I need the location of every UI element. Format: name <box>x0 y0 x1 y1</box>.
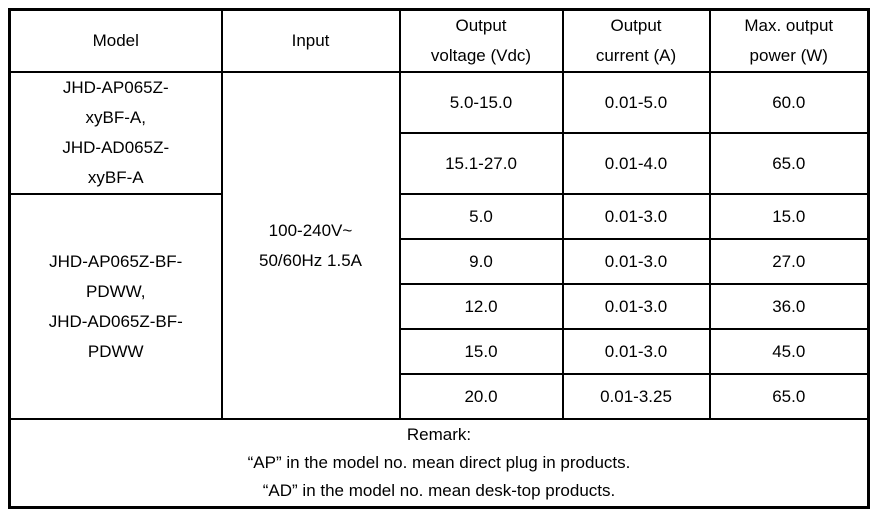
current-cell: 0.01-4.0 <box>561 132 711 195</box>
table-row: 20.0 0.01-3.25 65.0 <box>10 373 870 420</box>
power-cell: 65.0 <box>708 132 870 195</box>
voltage-cell: 5.0-15.0 <box>398 71 564 134</box>
power-cell: 65.0 <box>708 373 870 420</box>
model-cell-group2: JHD-AP065Z-BF- PDWW, JHD-AD065Z-BF- PDWW <box>8 193 223 420</box>
power-cell: 36.0 <box>708 283 870 330</box>
remark-line-ad: “AD” in the model no. mean desk-top prod… <box>262 480 616 500</box>
table-row: 12.0 0.01-3.0 36.0 <box>10 283 870 330</box>
remark-row: Remark: “AP” in the model no. mean direc… <box>8 418 870 508</box>
table-row: 15.0 0.01-3.0 45.0 <box>10 328 870 375</box>
voltage-cell: 15.0 <box>398 328 564 375</box>
table-row: 9.0 0.01-3.0 27.0 <box>10 238 870 285</box>
current-cell: 0.01-3.0 <box>561 193 711 240</box>
input-cell: 100-240V~ 50/60Hz 1.5A <box>220 71 401 420</box>
power-cell: 45.0 <box>708 328 870 375</box>
remark-line-ap: “AP” in the model no. mean direct plug i… <box>247 452 631 472</box>
voltage-cell: 20.0 <box>398 373 564 420</box>
voltage-cell: 5.0 <box>398 193 564 240</box>
header-input: Input <box>220 8 401 73</box>
current-cell: 0.01-3.0 <box>561 238 711 285</box>
remark-cell: Remark: “AP” in the model no. mean direc… <box>8 418 870 508</box>
model-cell-group1: JHD-AP065Z- xyBF-A, JHD-AD065Z- xyBF-A <box>8 71 223 195</box>
header-output-voltage: Output voltage (Vdc) <box>398 8 564 73</box>
header-output-current: Output current (A) <box>561 8 711 73</box>
current-cell: 0.01-3.25 <box>561 373 711 420</box>
header-model: Model <box>8 8 223 73</box>
voltage-cell: 9.0 <box>398 238 564 285</box>
voltage-cell: 12.0 <box>398 283 564 330</box>
table-row: JHD-AP065Z-BF- PDWW, JHD-AD065Z-BF- PDWW… <box>8 193 870 420</box>
power-spec-table: Model Input Output voltage (Vdc) Output … <box>8 8 870 509</box>
header-row: Model Input Output voltage (Vdc) Output … <box>8 8 870 73</box>
table-row: JHD-AP065Z- xyBF-A, JHD-AD065Z- xyBF-A 1… <box>8 71 870 420</box>
current-cell: 0.01-5.0 <box>561 71 711 134</box>
remark-title: Remark: <box>406 424 472 444</box>
voltage-cell: 15.1-27.0 <box>398 132 564 195</box>
power-cell: 15.0 <box>708 193 870 240</box>
table-row: 15.1-27.0 0.01-4.0 65.0 <box>10 132 870 195</box>
header-max-power: Max. output power (W) <box>708 8 870 73</box>
current-cell: 0.01-3.0 <box>561 283 711 330</box>
current-cell: 0.01-3.0 <box>561 328 711 375</box>
power-cell: 27.0 <box>708 238 870 285</box>
power-cell: 60.0 <box>708 71 870 134</box>
